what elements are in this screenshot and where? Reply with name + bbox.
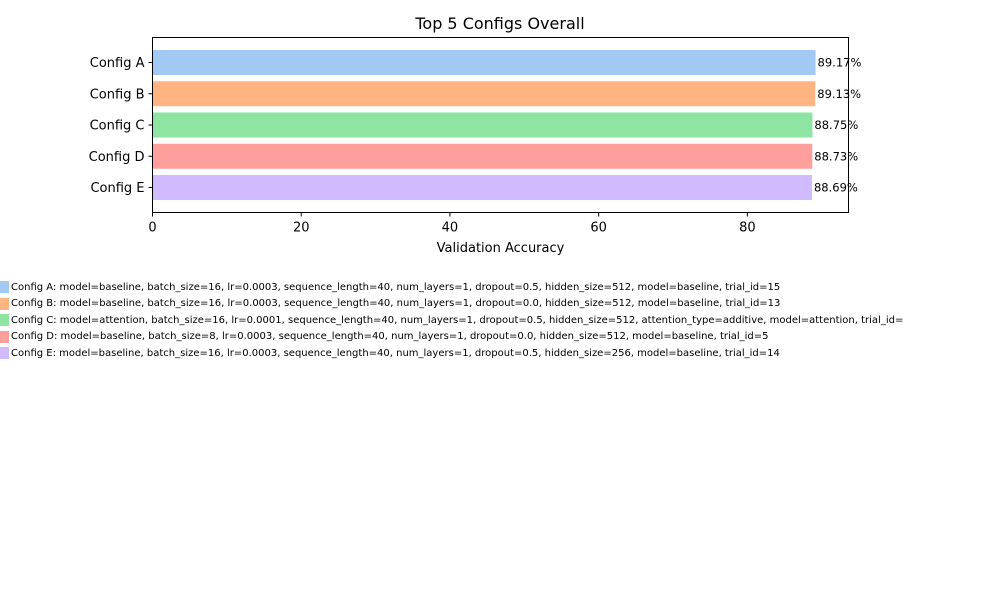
legend-swatch [0, 314, 9, 327]
legend-swatch [0, 281, 9, 294]
legend-entry: Config D: model=baseline, batch_size=8, … [0, 329, 1000, 346]
legend-swatch [0, 297, 9, 310]
y-tick-label: Config A [90, 56, 145, 71]
legend-swatch [0, 330, 9, 343]
bar-value-label: 88.73% [814, 149, 858, 163]
legend-entry: Config B: model=baseline, batch_size=16,… [0, 296, 1000, 313]
x-tick-label: 0 [148, 221, 156, 236]
legend-entry: Config E: model=baseline, batch_size=16,… [0, 345, 1000, 362]
bar-value-label: 89.17% [818, 56, 862, 70]
legend-label: Config D: model=baseline, batch_size=8, … [11, 331, 769, 343]
legend-label: Config B: model=baseline, batch_size=16,… [11, 298, 781, 310]
legend-swatch [0, 347, 9, 360]
bar-value-label: 89.13% [817, 87, 861, 101]
x-axis: 0 20 40 60 80 [148, 212, 756, 236]
y-axis: Config A Config B Config C Config D Config E [89, 56, 153, 196]
x-tick-label: 60 [590, 221, 607, 236]
legend: Config A: model=baseline, batch_size=16,… [0, 279, 1000, 362]
legend-label: Config E: model=baseline, batch_size=16,… [11, 347, 780, 359]
x-tick-label: 20 [293, 221, 310, 236]
chart-title: Top 5 Configs Overall [414, 14, 584, 33]
y-tick-label: Config B [90, 87, 145, 102]
x-axis-label: Validation Accuracy [437, 241, 565, 256]
bar [152, 50, 816, 75]
plot-frame [152, 37, 849, 213]
y-tick-label: Config C [90, 119, 145, 134]
legend-entry: Config A: model=baseline, batch_size=16,… [0, 279, 1000, 296]
y-tick-label: Config E [90, 181, 144, 196]
bar-value-label: 88.75% [814, 118, 858, 132]
legend-entry: Config C: model=attention, batch_size=16… [0, 312, 1000, 329]
bar [152, 175, 812, 200]
x-tick-label: 80 [739, 221, 756, 236]
legend-label: Config A: model=baseline, batch_size=16,… [11, 281, 781, 293]
y-tick-label: Config D [89, 150, 145, 165]
legend-label: Config C: model=attention, batch_size=16… [11, 314, 904, 326]
x-tick-label: 40 [442, 221, 459, 236]
bar [152, 81, 816, 107]
value-labels-layer: 89.17% 89.13% 88.75% 88.73% 88.69% [814, 56, 861, 195]
bar [152, 112, 813, 138]
bars-layer [152, 50, 816, 200]
bar [152, 143, 813, 169]
bar-value-label: 88.69% [814, 181, 858, 195]
